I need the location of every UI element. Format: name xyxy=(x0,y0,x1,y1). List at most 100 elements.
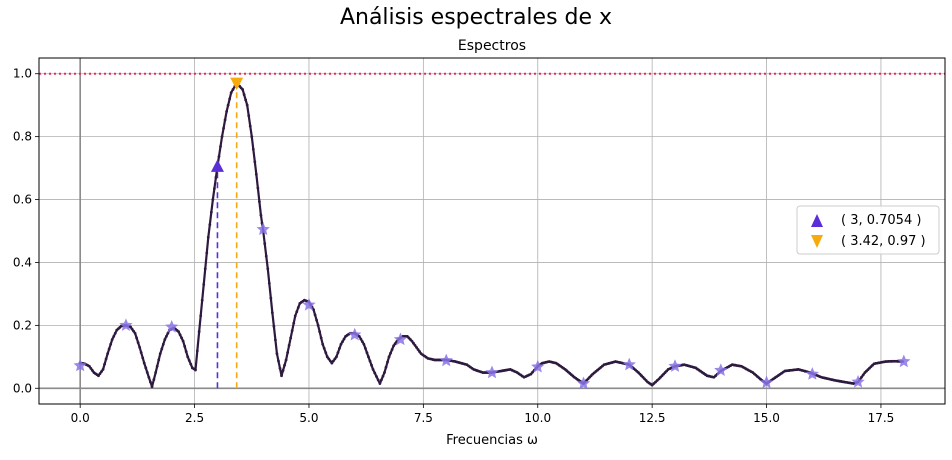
spectrum-point xyxy=(289,336,293,340)
spectrum-point xyxy=(359,337,363,341)
spectrum-point xyxy=(292,321,296,325)
spectrum-point xyxy=(253,160,257,164)
spectrum-point xyxy=(384,365,388,369)
spectrum-point xyxy=(103,362,106,366)
spectrum-point xyxy=(145,371,149,374)
highlight-markers xyxy=(210,77,244,172)
x-axis-label: Frecuencias ω xyxy=(446,433,538,448)
star-marker xyxy=(759,375,774,389)
spectrum-point xyxy=(220,135,224,139)
star-marker xyxy=(897,354,911,368)
spectrum-point xyxy=(107,347,111,351)
spectrum-point xyxy=(138,345,142,349)
spectrum-point xyxy=(113,331,117,335)
spectrum-point xyxy=(104,357,108,361)
spectrum-point xyxy=(97,374,100,378)
spectrum-point xyxy=(163,338,167,341)
spectrum-point xyxy=(342,337,346,341)
spectrum-point xyxy=(254,172,258,176)
spectrum-line xyxy=(80,82,904,388)
star-markers xyxy=(73,222,911,390)
spectrum-point xyxy=(333,357,337,361)
spectrum-point xyxy=(209,210,213,214)
spectrum-point xyxy=(180,336,184,340)
spectrum-point xyxy=(327,357,331,361)
star-marker xyxy=(576,376,591,390)
spectrum-point xyxy=(270,311,274,315)
x-tick-label: 17.5 xyxy=(868,411,895,425)
spectrum-point xyxy=(141,356,145,360)
spectrum-point xyxy=(393,342,397,346)
star-marker xyxy=(668,359,682,372)
spectrum-point xyxy=(205,251,209,255)
spectrum-point xyxy=(184,350,188,353)
spectrum-point xyxy=(226,103,230,107)
spectrum-point xyxy=(250,135,254,139)
spectrum-point xyxy=(360,340,364,344)
y-axis-ticks: 0.0 0.2 0.4 0.6 0.8 1.0 xyxy=(13,67,39,395)
y-tick-label: 0.0 xyxy=(13,381,32,395)
spectrum-point xyxy=(386,360,389,364)
spectrum-point xyxy=(278,366,282,370)
spectrum-point xyxy=(274,338,277,342)
star-marker xyxy=(393,332,408,346)
spectrum-point xyxy=(109,342,113,346)
spectrum-point xyxy=(272,325,276,328)
spectrum-point xyxy=(387,355,391,359)
spectrum-point xyxy=(166,331,170,335)
spectrum-point xyxy=(531,370,535,374)
triangle-down-marker xyxy=(230,77,244,91)
star-marker xyxy=(805,367,819,380)
spectrum-point xyxy=(412,341,415,345)
spectrum-point xyxy=(219,145,222,148)
x-tick-label: 5.0 xyxy=(299,411,318,425)
spectrum-point xyxy=(316,323,320,327)
spectrum-point xyxy=(213,187,216,190)
spectrum-point xyxy=(861,373,865,377)
star-marker xyxy=(531,359,545,373)
y-tick-label: 1.0 xyxy=(13,67,32,81)
legend-entry-2: ( 3.42, 0.97 ) xyxy=(841,234,926,249)
spectrum-point xyxy=(275,352,279,356)
legend: ( 3, 0.7054 ) ( 3.42, 0.97 ) xyxy=(796,205,940,255)
spectrum-point xyxy=(247,114,251,118)
spectrum-point xyxy=(367,355,370,359)
y-tick-label: 0.2 xyxy=(13,318,32,332)
spectrum-point xyxy=(245,103,249,107)
spectrum-point xyxy=(319,336,323,340)
spectrum-point xyxy=(228,97,232,101)
spectrum-point xyxy=(183,344,187,348)
spectrum-point xyxy=(390,348,394,351)
spectrum-point xyxy=(284,358,288,362)
spectrum-point xyxy=(187,359,191,362)
spectrum-point xyxy=(389,351,392,355)
spectrum-point xyxy=(87,364,91,368)
star-marker xyxy=(714,363,728,377)
spectrum-point xyxy=(313,313,317,317)
spectrum-point xyxy=(375,375,378,378)
spectrum-point xyxy=(150,385,154,389)
spectrum-point xyxy=(256,186,260,190)
spectrum-point xyxy=(376,378,380,382)
spectrum-point xyxy=(89,366,93,370)
spectrum-point xyxy=(244,98,248,102)
spectrum-point xyxy=(336,351,340,355)
figure-title: Análisis espectrales de x xyxy=(340,5,612,30)
spectrum-point xyxy=(231,88,235,91)
x-tick-label: 0.0 xyxy=(71,411,90,425)
spectrum-point xyxy=(416,348,420,351)
spectrum-point xyxy=(331,359,335,363)
spectrum-point xyxy=(318,330,322,334)
spectrum-point xyxy=(199,314,203,318)
spectrum-point xyxy=(259,213,263,217)
spectrum-point xyxy=(195,349,199,353)
spectrum-point xyxy=(144,366,148,370)
spectrum-point xyxy=(338,347,341,350)
spectrum-point xyxy=(290,329,294,333)
spectrum-point xyxy=(295,310,299,314)
spectrum-point xyxy=(155,364,159,368)
spectrum-point xyxy=(362,342,366,346)
spectrum-point xyxy=(280,374,283,378)
spectrum-point xyxy=(321,342,325,346)
spectrum-point xyxy=(194,368,197,372)
